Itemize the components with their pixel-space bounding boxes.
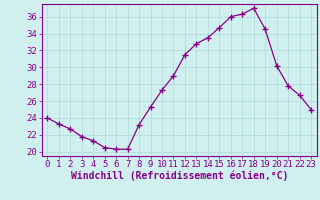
X-axis label: Windchill (Refroidissement éolien,°C): Windchill (Refroidissement éolien,°C): [70, 171, 288, 181]
